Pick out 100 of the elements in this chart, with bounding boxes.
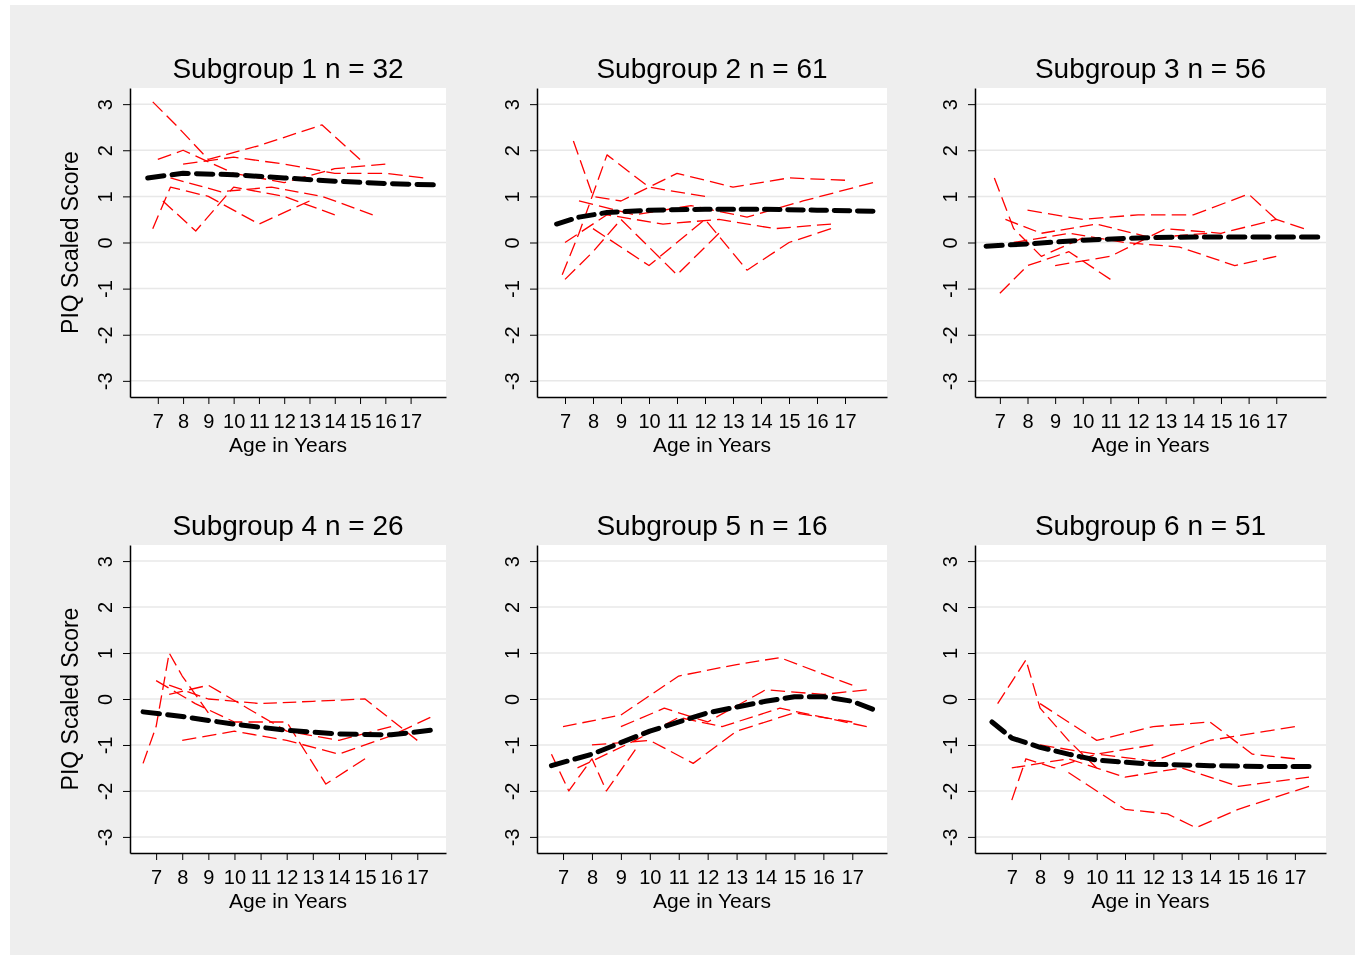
- x-tick-label: 9: [203, 410, 215, 432]
- x-tick-label: 10: [638, 410, 661, 432]
- x-tick-label: 9: [1063, 866, 1075, 888]
- y-tick-label: -1: [939, 280, 961, 299]
- y-tick-label: -1: [939, 736, 961, 755]
- y-tick-label: 1: [501, 191, 523, 203]
- y-tick-label: 1: [501, 647, 523, 660]
- chart-title: Subgroup 3 n = 56: [1034, 53, 1267, 84]
- x-tick-label: 10: [639, 866, 662, 888]
- x-tick-label: 8: [1035, 866, 1047, 888]
- x-tick-label: 16: [380, 866, 403, 888]
- x-tick-label: 12: [694, 410, 717, 432]
- y-tick-label: 2: [939, 602, 961, 614]
- x-tick-label: 16: [1237, 410, 1261, 432]
- y-tick-label: 1: [94, 191, 116, 203]
- y-tick-label: -2: [939, 326, 961, 345]
- y-tick-label: -2: [501, 326, 523, 345]
- chart-title: Subgroup 6 n = 51: [1034, 510, 1267, 541]
- y-tick-label: 3: [94, 99, 116, 111]
- x-tick-label: 17: [399, 410, 423, 432]
- y-tick-label: 2: [939, 145, 961, 157]
- y-tick-label: -2: [939, 782, 961, 801]
- y-tick-label: -1: [501, 736, 523, 755]
- x-tick-label: 16: [812, 866, 835, 888]
- x-tick-label: 14: [324, 410, 347, 432]
- x-tick-label: 16: [806, 410, 829, 432]
- x-tick-label: 7: [151, 866, 163, 888]
- x-tick-label: 11: [249, 410, 270, 432]
- x-axis-title: Age in Years: [653, 889, 771, 912]
- x-tick-label: 17: [406, 866, 429, 888]
- y-tick-label: -1: [94, 736, 116, 755]
- x-tick-label: 12: [1142, 866, 1165, 888]
- y-tick-label: 3: [501, 556, 523, 568]
- chart-title: Subgroup 1 n = 32: [172, 53, 404, 84]
- x-tick-label: 14: [754, 866, 778, 888]
- x-tick-label: 17: [1265, 410, 1288, 432]
- x-tick-label: 7: [1006, 866, 1018, 888]
- y-tick-label: 2: [94, 602, 116, 614]
- x-axis-title: Age in Years: [1091, 889, 1210, 912]
- chart-title: Subgroup 5 n = 16: [596, 510, 828, 541]
- y-axis-title: PIQ Scaled Score: [57, 607, 83, 791]
- y-tick-label: 3: [501, 99, 523, 111]
- x-tick-label: 8: [1022, 410, 1034, 432]
- x-tick-label: 13: [1155, 410, 1178, 432]
- y-tick-label: 0: [501, 237, 523, 249]
- y-tick-label: -3: [939, 828, 961, 847]
- x-tick-label: 9: [615, 866, 627, 888]
- x-tick-label: 11: [1100, 410, 1122, 432]
- x-tick-label: 15: [349, 410, 372, 432]
- y-tick-label: -2: [94, 782, 116, 801]
- x-tick-label: 9: [203, 866, 215, 888]
- y-tick-label: 1: [939, 647, 961, 660]
- x-axis-title: Age in Years: [653, 433, 771, 456]
- x-tick-label: 15: [1210, 410, 1233, 432]
- x-tick-label: 8: [586, 866, 599, 888]
- x-tick-label: 7: [152, 410, 164, 432]
- y-tick-label: -2: [501, 782, 523, 801]
- y-tick-label: -3: [501, 372, 523, 391]
- y-tick-label: -1: [501, 280, 523, 299]
- x-tick-label: 8: [587, 410, 600, 432]
- x-tick-label: 11: [250, 866, 272, 888]
- y-tick-label: 3: [939, 99, 961, 111]
- x-axis-title: Age in Years: [1091, 433, 1210, 456]
- y-tick-label: 1: [94, 647, 116, 660]
- x-tick-label: 10: [1086, 866, 1109, 888]
- x-tick-label: 11: [668, 866, 690, 888]
- chart-title: Subgroup 4 n = 26: [172, 510, 404, 541]
- y-axis-title: PIQ Scaled Score: [57, 151, 83, 334]
- x-tick-label: 15: [1227, 866, 1250, 888]
- x-tick-label: 13: [725, 866, 749, 888]
- x-tick-label: 9: [1050, 410, 1062, 432]
- x-tick-label: 8: [177, 866, 189, 888]
- x-tick-label: 14: [328, 866, 351, 888]
- x-tick-label: 9: [615, 410, 628, 432]
- x-tick-label: 12: [1127, 410, 1150, 432]
- y-tick-label: -1: [94, 280, 116, 299]
- x-tick-label: 14: [1199, 866, 1222, 888]
- x-tick-label: 12: [276, 866, 299, 888]
- y-tick-label: -3: [939, 372, 961, 391]
- x-tick-label: 12: [273, 410, 296, 432]
- y-tick-label: 0: [501, 693, 523, 706]
- x-tick-label: 8: [178, 410, 190, 432]
- x-tick-label: 17: [1284, 866, 1307, 888]
- y-tick-label: 3: [939, 556, 961, 568]
- x-tick-label: 16: [1255, 866, 1279, 888]
- x-tick-label: 11: [1115, 866, 1136, 888]
- x-tick-label: 11: [667, 410, 688, 432]
- x-axis-title: Age in Years: [229, 433, 347, 456]
- x-tick-label: 10: [223, 410, 246, 432]
- x-tick-label: 17: [841, 866, 864, 888]
- x-tick-label: 10: [223, 866, 247, 888]
- x-tick-label: 15: [783, 866, 807, 888]
- x-tick-label: 14: [750, 410, 773, 432]
- x-axis-title: Age in Years: [229, 889, 347, 912]
- x-tick-label: 7: [994, 410, 1006, 432]
- y-tick-label: -3: [501, 828, 523, 847]
- x-tick-label: 13: [722, 410, 745, 432]
- x-tick-label: 13: [1171, 866, 1194, 888]
- x-tick-label: 16: [374, 410, 397, 432]
- y-tick-label: -2: [94, 326, 116, 345]
